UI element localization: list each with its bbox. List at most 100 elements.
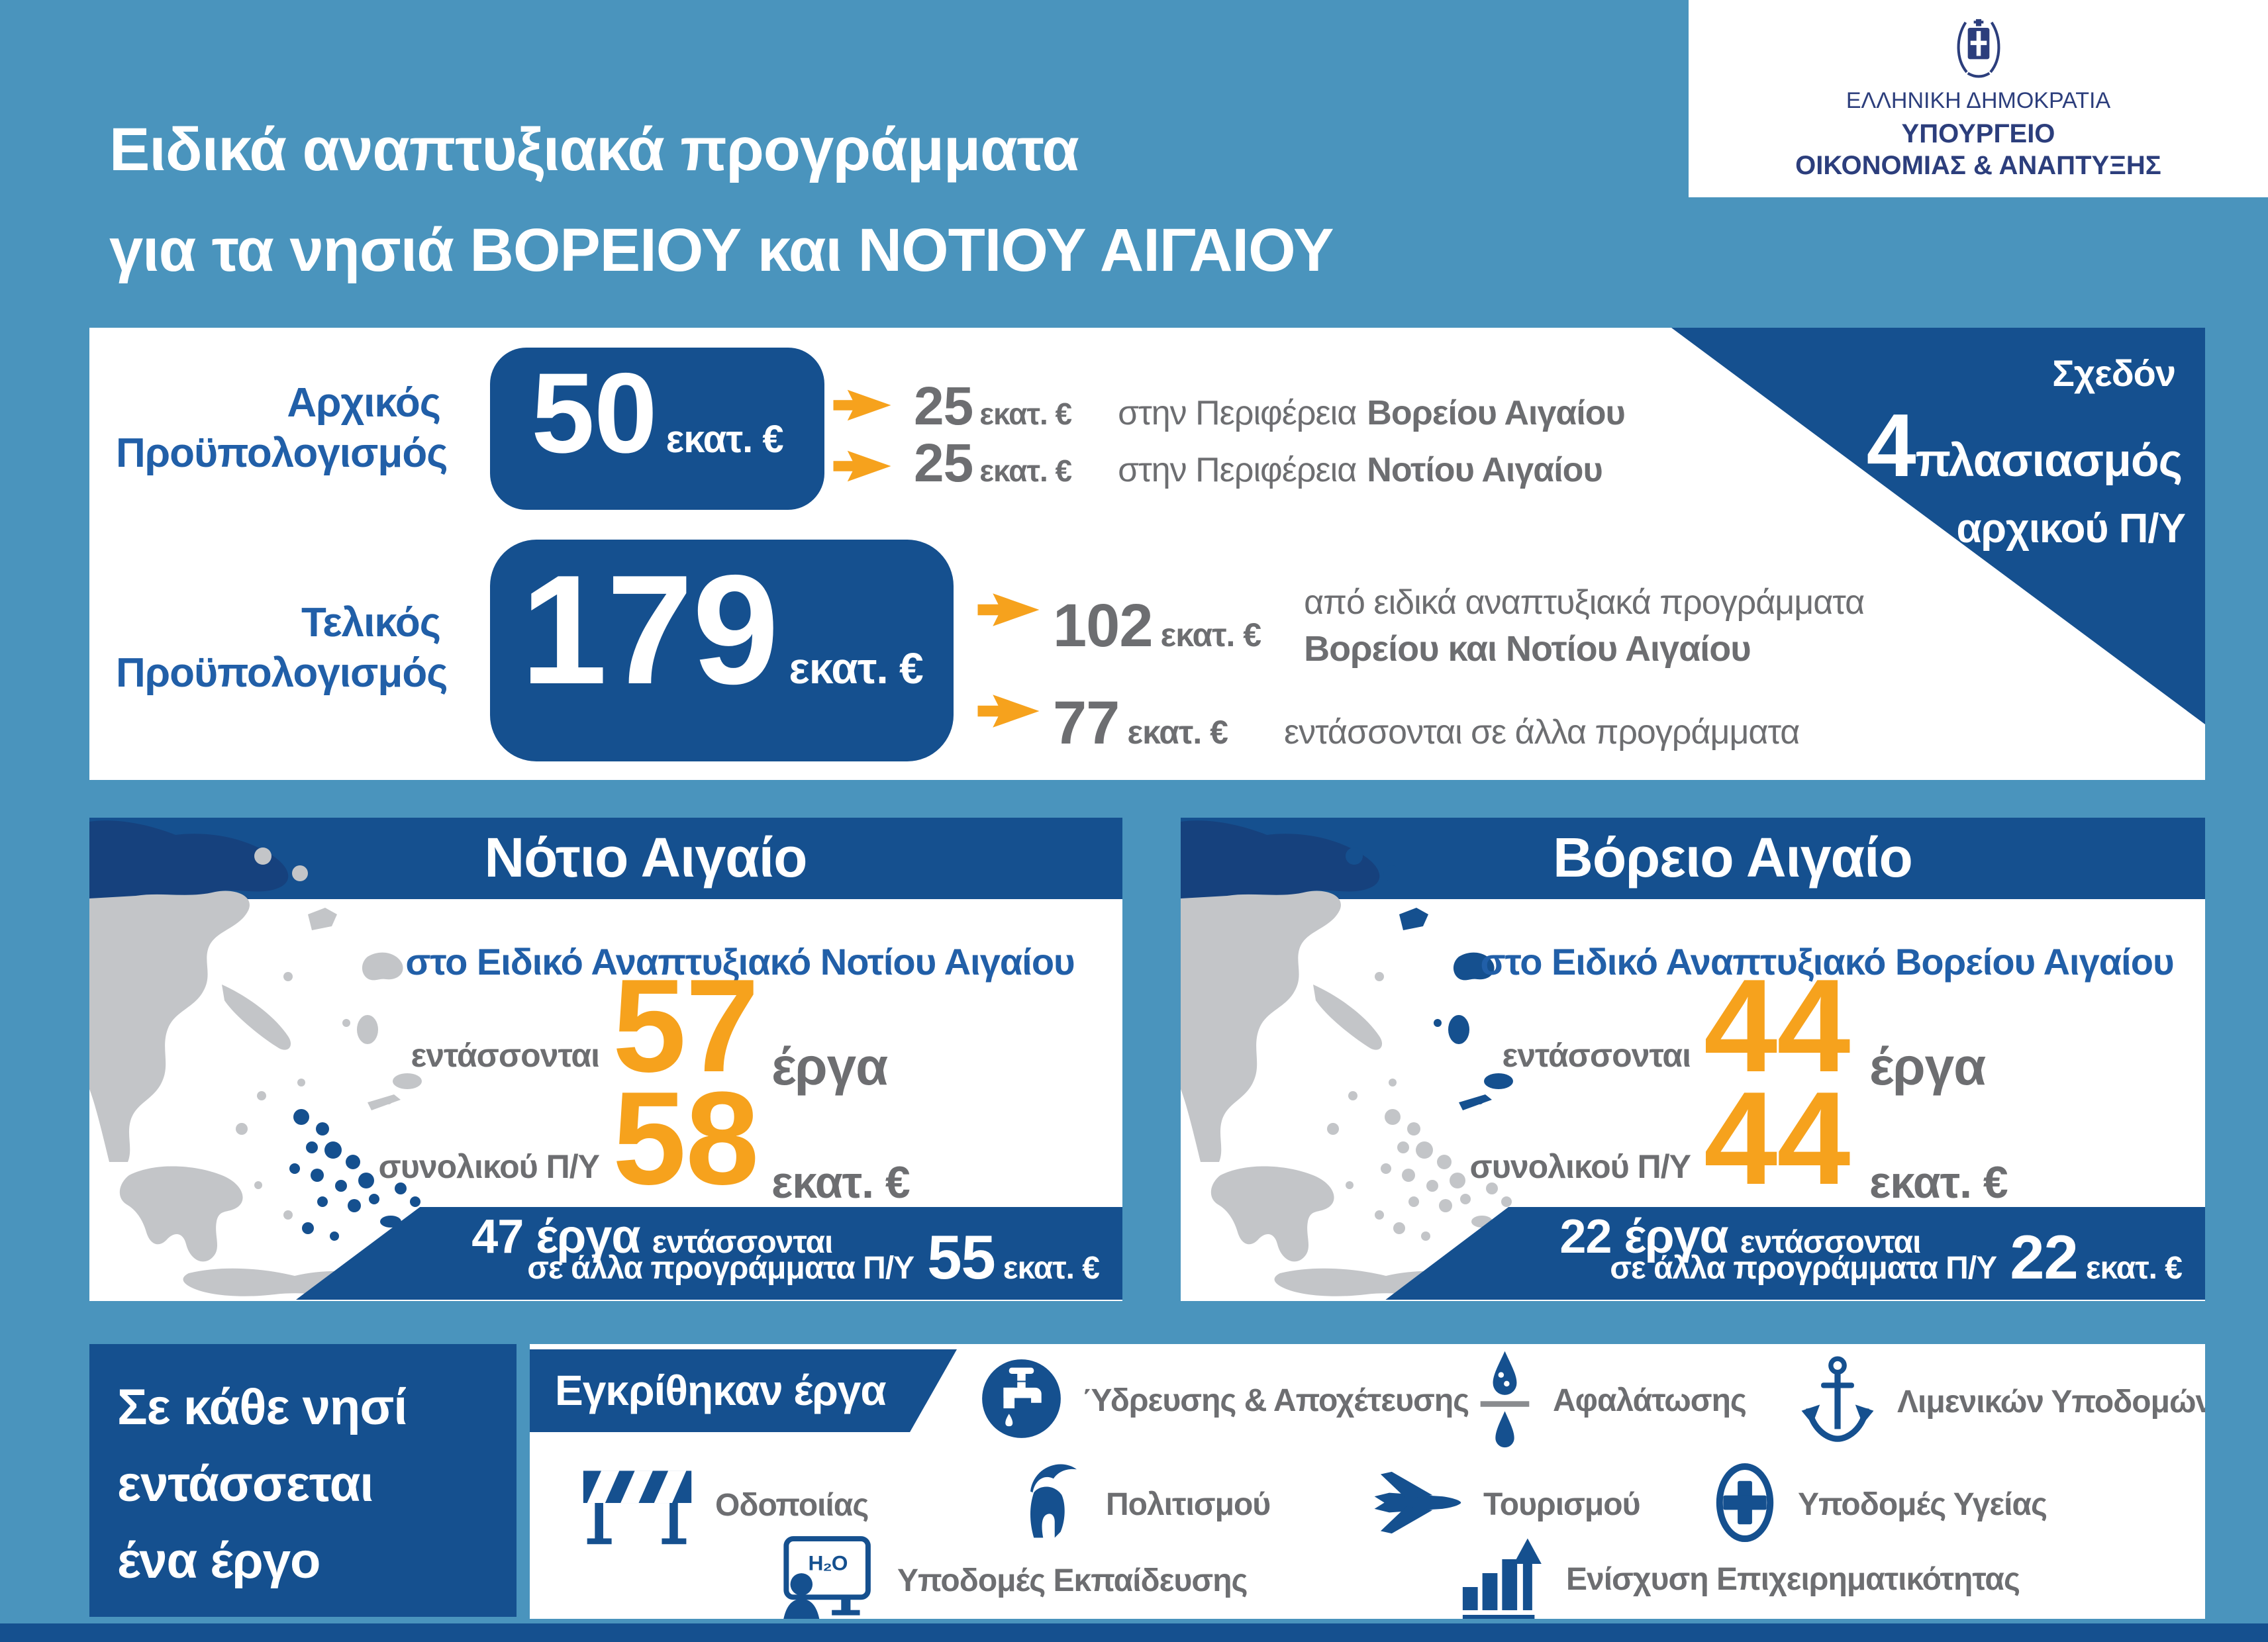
category-item: Τουρισμού — [1371, 1465, 1641, 1544]
badge-number: 4 — [1866, 395, 1916, 495]
anchor-icon — [1798, 1354, 1877, 1450]
region-subtitle: στο Ειδικό Αναπτυξιακό Νοτίου Αιγαίου — [405, 941, 1075, 983]
page-title-line1: Ειδικά αναπτυξιακά προγράμματα — [109, 116, 1079, 183]
final-budget-amount-box: 179 εκατ. € — [490, 540, 954, 761]
budget-unit: εκατ. € — [1869, 1157, 2008, 1208]
budget-amount: 44 — [1704, 1065, 1850, 1212]
note-line3: ένα έργο — [117, 1533, 320, 1589]
badge-top: Σχεδόν — [2052, 352, 2176, 394]
budget-label: συνολικού Π/Υ — [378, 1148, 600, 1185]
ministry-logo: ΕΛΛΗΝΙΚΗ ΔΗΜΟΚΡΑΤΙΑ ΥΠΟΥΡΓΕΙΟ ΟΙΚΟΝΟΜΙΑΣ… — [1689, 0, 2268, 197]
initial-budget-unit: εκατ. € — [666, 418, 784, 461]
budget-label: συνολικού Π/Υ — [1469, 1148, 1691, 1185]
projects-label: εντάσσονται — [411, 1037, 600, 1074]
arrow-icon — [832, 386, 892, 428]
education-blackboard-icon: H₂O — [778, 1534, 877, 1619]
allocation-text: εντάσσονται σε άλλα προγράμματα — [1283, 713, 1800, 751]
category-label: Λιμενικών Υποδομών — [1897, 1384, 2205, 1420]
footer-strip — [0, 1623, 2268, 1642]
budget-panel: Σχεδόν 4 πλασιασμός αρχικού Π/Υ Αρχικός Π… — [89, 328, 2205, 780]
greek-coat-of-arms-icon — [1951, 16, 2006, 84]
allocation-text-bold: Νοτίου Αιγαίου — [1367, 451, 1602, 489]
final-budget-amount: 179 — [520, 542, 779, 716]
initial-budget-amount-box: 50 εκατ. € — [490, 348, 824, 510]
allocation-amount: 25 — [914, 376, 973, 436]
page-title: Ειδικά αναπτυξιακά προγράμματα για τα νη… — [109, 99, 1334, 301]
arrow-icon — [832, 447, 892, 489]
other-budget-text: σε άλλα προγράμματα Π/Υ — [527, 1251, 914, 1286]
medical-cross-icon — [1712, 1458, 1778, 1551]
allocation-unit: εκατ. € — [1127, 714, 1228, 751]
category-label: Πολιτισμού — [1106, 1487, 1271, 1522]
projects-unit: έργα — [771, 1037, 888, 1096]
svg-text:H₂O: H₂O — [808, 1551, 847, 1575]
other-projects-line: 22 έργα εντάσσονται — [1559, 1210, 1922, 1264]
region-title: Νότιο Αιγαίο — [484, 826, 808, 889]
category-label: Ύδρευσης & Αποχέτευσης — [1083, 1382, 1469, 1418]
initial-budget-label: Αρχικός Προϋπολογισμός — [116, 378, 448, 479]
note-line1: Σε κάθε νησί — [117, 1379, 407, 1435]
final-budget-label-line1: Τελικός — [301, 600, 441, 646]
projects-count: 57 — [613, 952, 759, 1100]
other-budget-amount: 22 — [2010, 1222, 2079, 1292]
other-budget-line: σε άλλα προγράμματα Π/Υ 22 εκατ. € — [1598, 1222, 2183, 1293]
region-footer-band: 22 έργα εντάσσονται σε άλλα προγράμματα … — [1385, 1207, 2205, 1300]
category-item: Πολιτισμού — [1016, 1453, 1271, 1556]
other-projects-count: 22 έργα — [1559, 1210, 1728, 1263]
projects-label: εντάσσονται — [1502, 1037, 1691, 1074]
category-item: Λιμενικών Υποδομών — [1798, 1352, 2205, 1451]
logo-country: ΕΛΛΗΝΙΚΗ ΔΗΜΟΚΡΑΤΙΑ — [1846, 88, 2111, 113]
badge-bottom: αρχικού Π/Υ — [1956, 506, 2186, 552]
allocation-row: 25 εκατ. € στην Περιφέρεια Βορείου Αιγαί… — [914, 375, 1626, 438]
arrow-icon — [977, 691, 1040, 735]
projects-count: 44 — [1704, 952, 1850, 1100]
category-item: Υποδομές Υγείας — [1712, 1458, 2047, 1551]
note-line2: εντάσσεται — [117, 1456, 374, 1512]
other-projects-line: 47 έργα εντάσσονται — [471, 1210, 834, 1264]
allocation-unit: εκατ. € — [979, 454, 1072, 488]
category-label: Αφαλάτωσης — [1553, 1382, 1747, 1418]
water-tap-icon — [980, 1357, 1063, 1443]
final-budget-unit: εκατ. € — [789, 644, 923, 693]
logo-ministry: ΥΠΟΥΡΓΕΙΟ ΟΙΚΟΝΟΜΙΑΣ & ΑΝΑΠΤΥΞΗΣ — [1795, 118, 2161, 181]
category-label: Οδοποιίας — [715, 1487, 869, 1523]
category-item: Ύδρευσης & Αποχέτευσης — [980, 1357, 1469, 1443]
allocation-amount: 77 — [1053, 689, 1120, 757]
other-projects-text: εντάσσονται — [1740, 1225, 1922, 1260]
road-barrier-icon — [579, 1461, 695, 1549]
allocation-text: στην Περιφέρεια — [1118, 451, 1357, 489]
page-title-line2: για τα νησιά ΒΟΡΕΙΟΥ και ΝΟΤΙΟΥ ΑΙΓΑΙΟΥ — [109, 217, 1334, 284]
category-label: Τουρισμού — [1483, 1486, 1641, 1522]
allocation-text-bold: Βορείου Αιγαίου — [1367, 394, 1626, 432]
category-item: Οδοποιίας — [579, 1461, 869, 1549]
other-budget-text: σε άλλα προγράμματα Π/Υ — [1610, 1251, 1997, 1286]
allocation-text: από ειδικά αναπτυξιακά προγράμματα — [1304, 583, 1865, 622]
other-budget-unit: εκατ. € — [1003, 1251, 1100, 1286]
region-box-south-aegean: Νότιο Αιγαίο — [89, 818, 1122, 1301]
allocation-row: 77 εκατ. € εντάσσονται σε άλλα προγράμμα… — [1053, 689, 1800, 758]
other-budget-unit: εκατ. € — [2085, 1251, 2183, 1286]
region-title: Βόρειο Αιγαίο — [1553, 826, 1913, 889]
category-label: Υποδομές Εκπαίδευσης — [897, 1563, 1248, 1598]
logo-ministry-line2: ΟΙΚΟΝΟΜΙΑΣ & ΑΝΑΠΤΥΞΗΣ — [1795, 151, 2161, 180]
category-label: Ενίσχυση Επιχειρηματικότητας — [1566, 1562, 2020, 1597]
category-label: Υποδομές Υγείας — [1798, 1486, 2047, 1522]
projects-unit: έργα — [1869, 1037, 1986, 1096]
budget-amount: 58 — [613, 1065, 759, 1212]
allocation-text: στην Περιφέρεια — [1118, 394, 1357, 432]
allocation-amount: 25 — [914, 433, 973, 493]
allocation-row: 25 εκατ. € στην Περιφέρεια Νοτίου Αιγαίο… — [914, 432, 1603, 495]
allocation-row: 102 εκατ. € από ειδικά αναπτυξιακά προγρ… — [1053, 566, 1865, 685]
approved-header-ribbon: Εγκρίθηκαν έργα — [530, 1349, 957, 1432]
other-projects-text: εντάσσονται — [652, 1225, 834, 1260]
allocation-amount: 102 — [1053, 591, 1153, 659]
badge-main: 4 πλασιασμός — [1866, 394, 2183, 497]
desalination-icon — [1477, 1347, 1533, 1453]
approved-projects-panel: Εγκρίθηκαν έργα Ύδρευσης & Αποχέτευσης — [530, 1344, 2205, 1619]
approved-header: Εγκρίθηκαν έργα — [555, 1367, 887, 1414]
allocation-text-bold: Βορείου και Νοτίου Αιγαίου — [1304, 629, 1751, 669]
final-budget-label-line2: Προϋπολογισμός — [116, 650, 448, 696]
other-projects-count: 47 έργα — [471, 1210, 640, 1263]
category-item: H₂O Υποδομές Εκπαίδευσης — [778, 1534, 1248, 1619]
